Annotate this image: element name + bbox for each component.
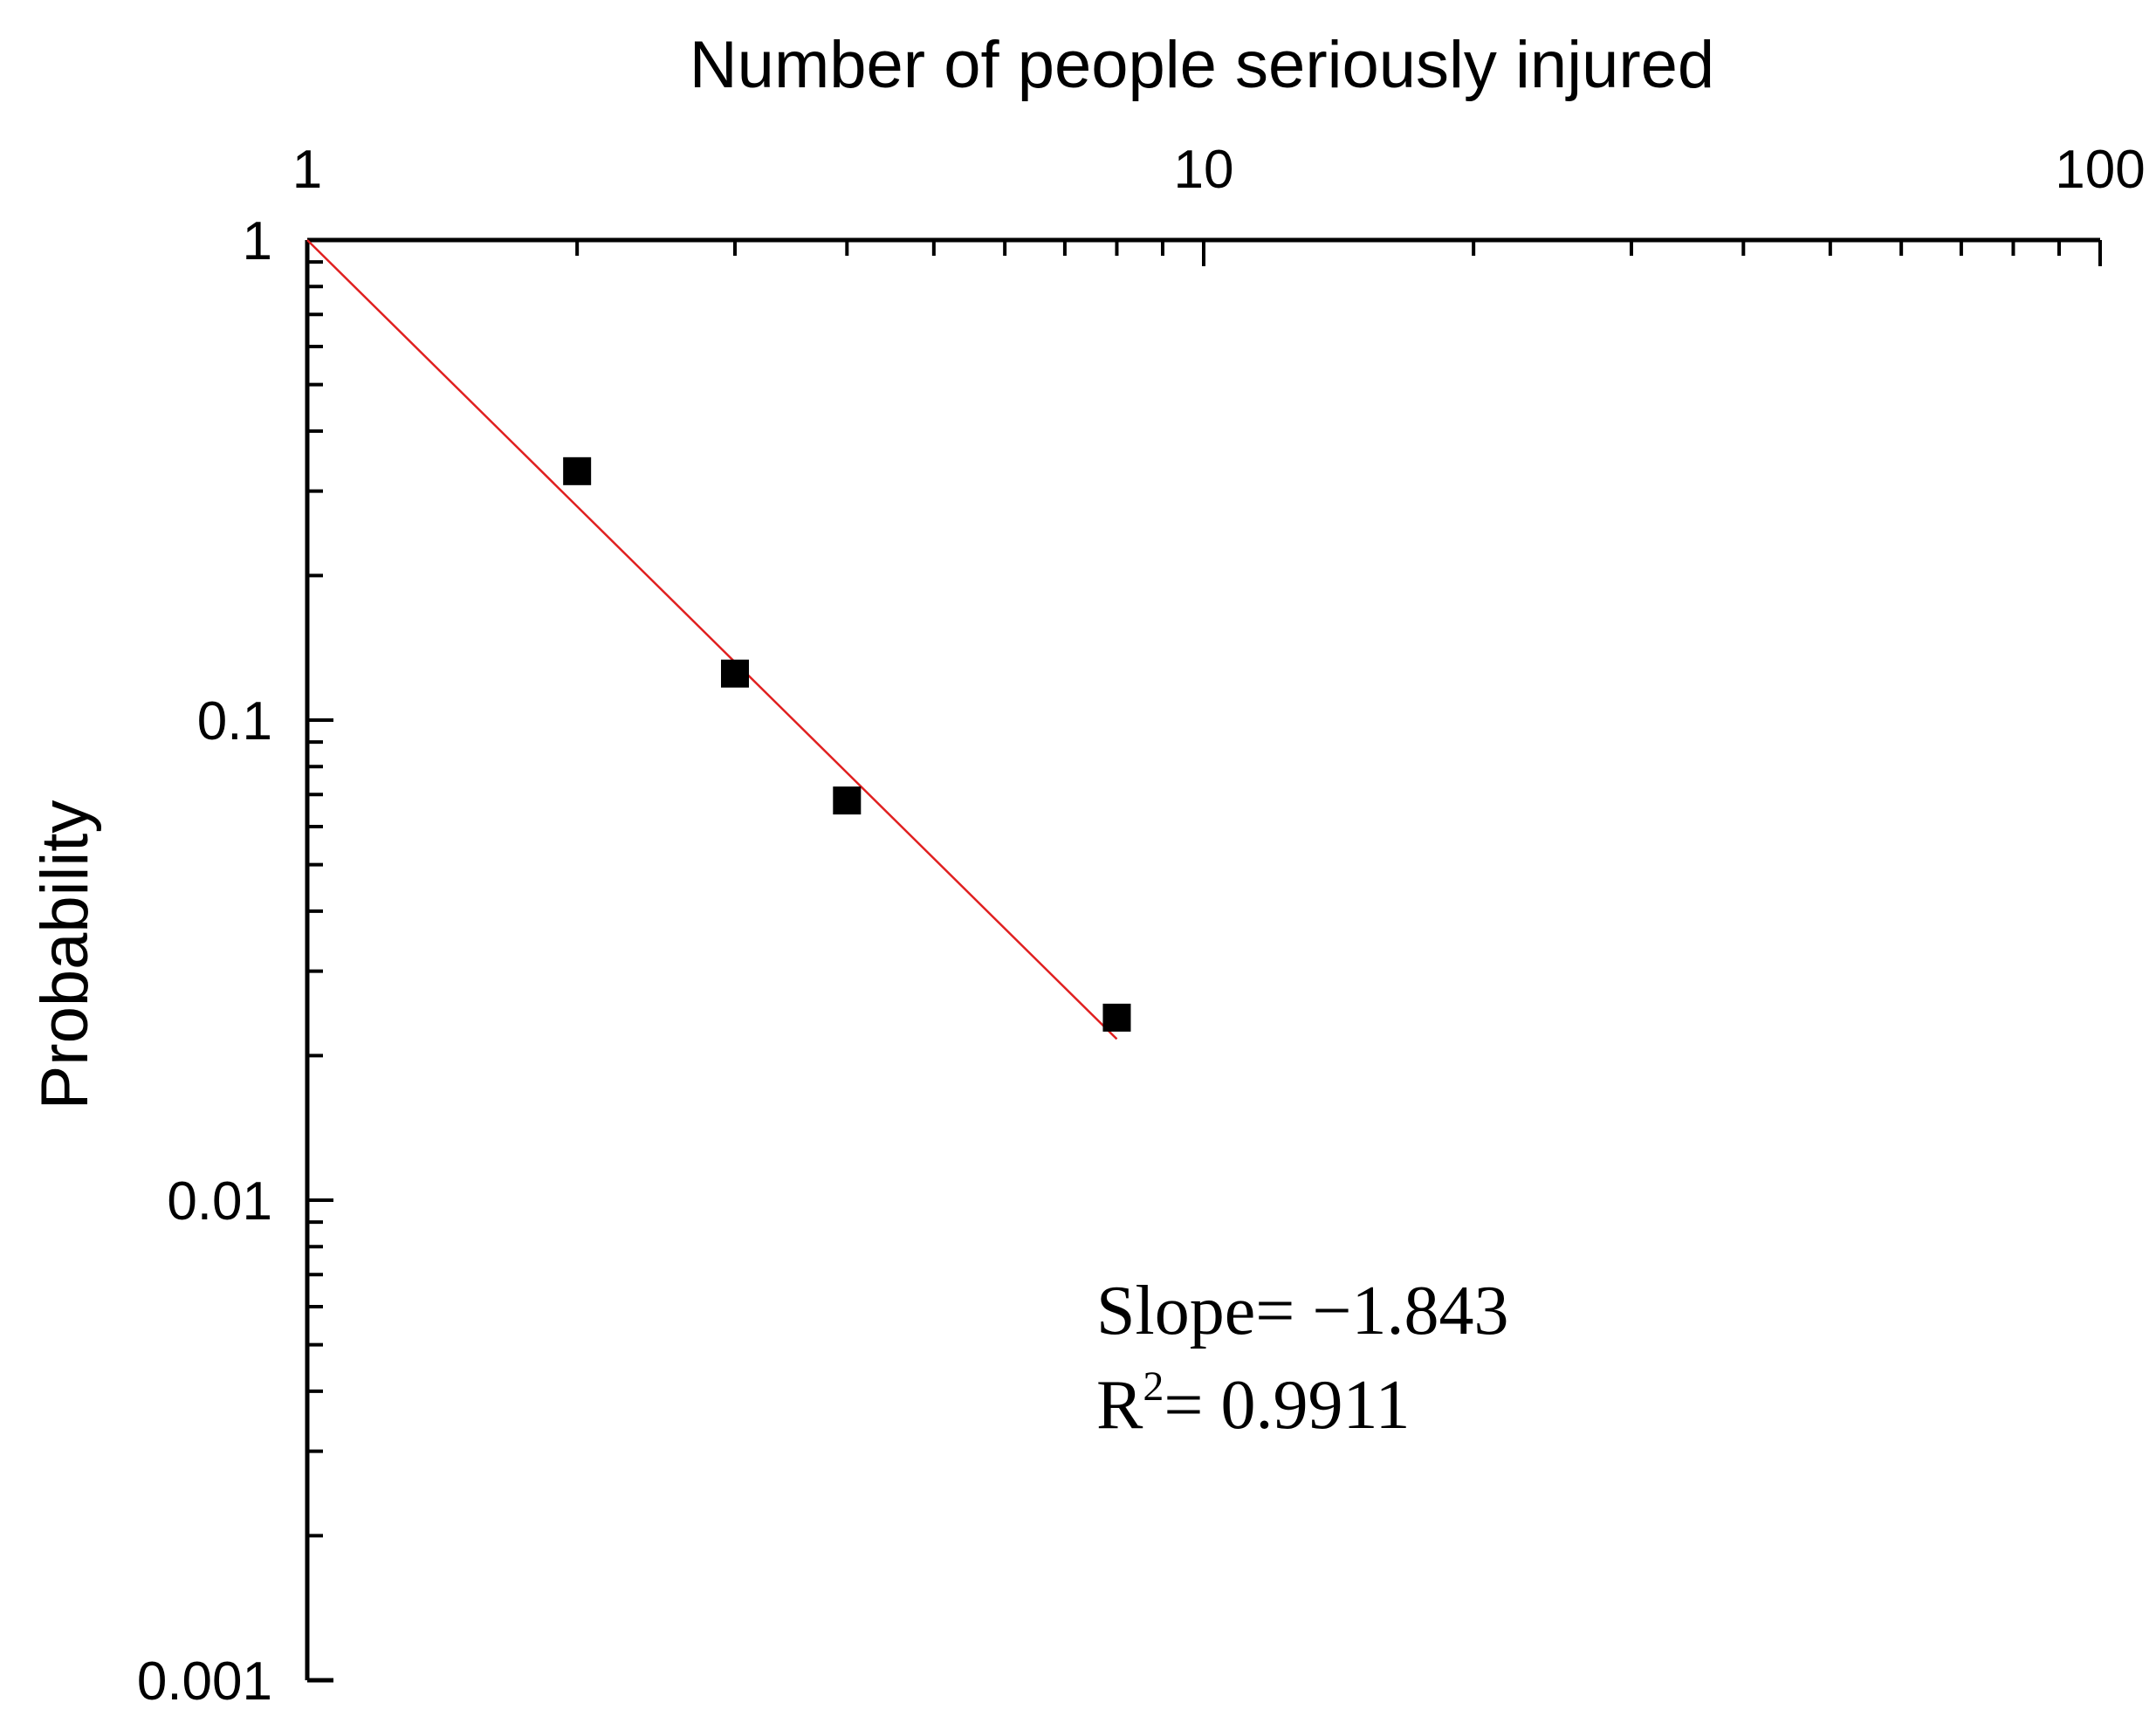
y-tick-label: 0.1 [197,691,272,752]
data-point [833,786,862,815]
data-points [563,457,1131,1032]
y-tick-label: 1 [243,211,272,271]
fit-line [306,239,1118,1040]
x-tick-label: 1 [292,140,322,200]
y-tick-label: 0.001 [137,1651,272,1712]
r2-prefix: R [1096,1367,1143,1444]
y-axis-title: Probability [28,800,102,1110]
x-axis-title: Number of people seriously injured [690,28,1714,102]
r2-superscript: 2 [1143,1363,1164,1410]
r2-value: = 0.9911 [1164,1367,1410,1444]
x-tick-label: 100 [2055,140,2145,200]
x-tick-label: 10 [1174,140,1234,200]
r2-annotation: R2= 0.9911 [1096,1363,1411,1444]
data-point [721,659,750,688]
axes: 1 10 100 1 0.1 0.01 0.001 [137,140,2146,1712]
slope-annotation: Slope= −1.843 [1096,1273,1508,1349]
data-point [1102,1003,1131,1032]
data-point [563,457,592,485]
y-tick-label: 0.01 [167,1171,272,1232]
fit-line-group [306,239,1118,1040]
